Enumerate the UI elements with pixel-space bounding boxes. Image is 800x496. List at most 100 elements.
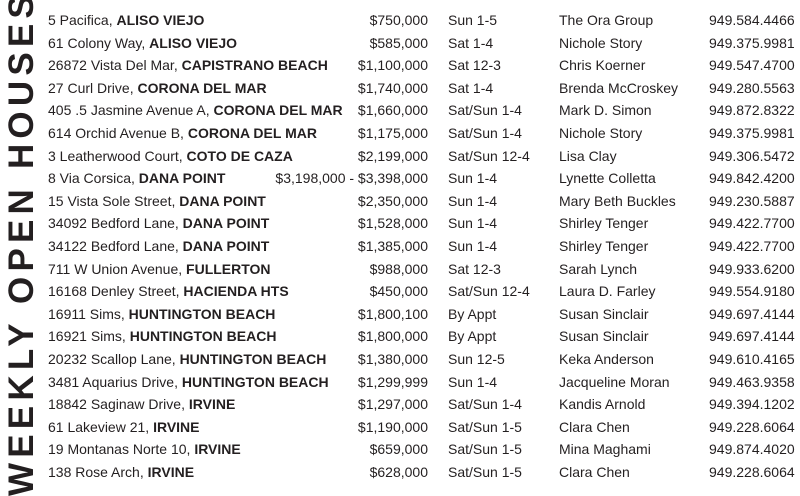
city: DANA POINT (179, 192, 266, 209)
street: 16168 Denley Street, (48, 283, 180, 300)
agent-phone: 949.230.5887 (709, 192, 795, 209)
street: 138 Rose Arch, (48, 463, 144, 480)
agent-name: Mina Maghami (559, 441, 651, 458)
city: CORONA DEL MAR (187, 124, 317, 141)
agent-phone: 949.933.6200 (709, 260, 795, 277)
agent-name: Lynette Colletta (559, 170, 656, 187)
listing-price: $1,380,000 (357, 350, 428, 367)
listings-table: 5 Pacifica, ALISO VIEJO $750,000 Sun 1-5 Th… (0, 9, 800, 483)
street: 16911 Sims, (48, 305, 125, 322)
agent-name: Susan Sinclair (559, 328, 649, 345)
listing-address: 405 .5 Jasmine Avenue A, CORONA DEL MAR (48, 99, 343, 122)
agent-phone: 949.547.4700 (709, 57, 795, 74)
listing-row: 15 Vista Sole Street, DANA POINT $2,350,0… (0, 190, 800, 213)
listing-row: 34122 Bedford Lane, DANA POINT $1,385,000… (0, 235, 800, 258)
agent-name: Mark D. Simon (559, 102, 652, 119)
agent-name: Shirley Tenger (559, 237, 649, 254)
listing-price: $628,000 (369, 463, 428, 480)
agent-phone: 949.422.7700 (709, 237, 795, 254)
city: HUNTINGTON BEACH (129, 328, 277, 345)
open-house-time: Sat/Sun 12-4 (448, 147, 530, 164)
listing-row: 405 .5 Jasmine Avenue A, CORONA DEL MAR $… (0, 99, 800, 122)
agent-phone: 949.584.4466 (709, 12, 795, 28)
listing-row: 5 Pacifica, ALISO VIEJO $750,000 Sun 1-5 Th… (0, 9, 800, 32)
open-house-time: Sun 1-4 (448, 215, 498, 232)
city: HACIENDA HTS (183, 283, 289, 300)
agent-phone: 949.874.4020 (709, 441, 795, 458)
listing-price: $1,297,000 (357, 396, 428, 413)
agent-phone: 949.872.8322 (709, 102, 795, 119)
listing-address: 614 Orchid Avenue B, CORONA DEL MAR (48, 122, 317, 145)
agent-phone: 949.554.9180 (709, 283, 795, 300)
listing-address: 711 W Union Avenue, FULLERTON (48, 258, 271, 281)
city: DANA POINT (182, 215, 270, 232)
listing-address: 19 Montanas Norte 10, IRVINE (48, 438, 241, 461)
city: CORONA DEL MAR (137, 79, 267, 96)
city: ALISO VIEJO (116, 12, 205, 28)
agent-name: Mary Beth Buckles (559, 192, 676, 209)
city: CORONA DEL MAR (213, 102, 343, 119)
listing-price: $1,175,000 (357, 124, 428, 141)
agent-phone: 949.842.4200 (709, 170, 795, 187)
street: 3 Leatherwood Court, (48, 147, 183, 164)
agent-phone: 949.422.7700 (709, 215, 795, 232)
city: COTO DE CAZA (186, 147, 293, 164)
city: IRVINE (153, 418, 200, 435)
street: 34092 Bedford Lane, (48, 215, 179, 232)
listing-row: 61 Lakeview 21, IRVINE $1,190,000 Sat/Sun … (0, 416, 800, 439)
open-house-time: By Appt (448, 305, 497, 322)
agent-name: Brenda McCroskey (559, 79, 679, 96)
listing-address: 16911 Sims, HUNTINGTON BEACH (48, 303, 275, 326)
open-house-time: By Appt (448, 328, 497, 345)
listing-row: 18842 Saginaw Drive, IRVINE $1,297,000 Sat… (0, 393, 800, 416)
agent-name: Keka Anderson (559, 350, 654, 367)
street: 27 Curl Drive, (48, 79, 134, 96)
open-house-time: Sun 1-4 (448, 373, 498, 390)
city: HUNTINGTON BEACH (181, 373, 329, 390)
city: HUNTINGTON BEACH (128, 305, 276, 322)
listing-price: $1,800,000 (357, 328, 428, 345)
agent-name: Kandis Arnold (559, 396, 646, 413)
city: DANA POINT (138, 170, 226, 187)
agent-phone: 949.463.9358 (709, 373, 795, 390)
listing-price: $1,385,000 (357, 237, 428, 254)
open-house-time: Sat/Sun 12-4 (448, 283, 530, 300)
street: 405 .5 Jasmine Avenue A, (48, 102, 210, 119)
listing-price: $988,000 (369, 260, 428, 277)
listing-price: $3,198,000 - $3,398,000 (275, 170, 428, 187)
listing-address: 3 Leatherwood Court, COTO DE CAZA (48, 145, 293, 168)
listing-price: $450,000 (369, 283, 428, 300)
city: DANA POINT (182, 237, 270, 254)
agent-name: Shirley Tenger (559, 215, 649, 232)
agent-phone: 949.306.5472 (709, 147, 795, 164)
listing-address: 61 Colony Way, ALISO VIEJO (48, 32, 237, 55)
open-house-time: Sat 12-3 (448, 260, 501, 277)
agent-name: Sarah Lynch (559, 260, 638, 277)
listing-address: 8 Via Corsica, DANA POINT (48, 167, 225, 190)
agent-name: Nichole Story (559, 34, 643, 51)
agent-name: Jacqueline Moran (559, 373, 670, 390)
street: 16921 Sims, (48, 328, 126, 345)
agent-name: Susan Sinclair (559, 305, 649, 322)
listing-price: $1,660,000 (357, 102, 428, 119)
open-house-time: Sun 1-4 (448, 170, 498, 187)
open-house-time: Sun 1-5 (448, 12, 498, 28)
listing-price: $750,000 (369, 12, 428, 28)
street: 26872 Vista Del Mar, (48, 57, 178, 74)
listing-row: 3481 Aquarius Drive, HUNTINGTON BEACH $1,… (0, 371, 800, 394)
street: 61 Lakeview 21, (48, 418, 150, 435)
listing-row: 3 Leatherwood Court, COTO DE CAZA $2,199,… (0, 145, 800, 168)
listing-price: $659,000 (369, 441, 428, 458)
listing-address: 3481 Aquarius Drive, HUNTINGTON BEACH (48, 371, 329, 394)
listing-price: $1,299,999 (357, 373, 428, 390)
listing-row: 26872 Vista Del Mar, CAPISTRANO BEACH $1,… (0, 54, 800, 77)
listing-row: 19 Montanas Norte 10, IRVINE $659,000 Sat/… (0, 438, 800, 461)
listing-row: 8 Via Corsica, DANA POINT $3,198,000 - $3… (0, 167, 800, 190)
listing-price: $585,000 (369, 34, 428, 51)
listing-row: 20232 Scallop Lane, HUNTINGTON BEACH $1,3… (0, 348, 800, 371)
listing-address: 26872 Vista Del Mar, CAPISTRANO BEACH (48, 54, 328, 77)
listing-address: 18842 Saginaw Drive, IRVINE (48, 393, 235, 416)
street: 18842 Saginaw Drive, (48, 396, 185, 413)
open-house-time: Sat/Sun 1-4 (448, 102, 522, 119)
agent-name: Chris Koerner (559, 57, 646, 74)
